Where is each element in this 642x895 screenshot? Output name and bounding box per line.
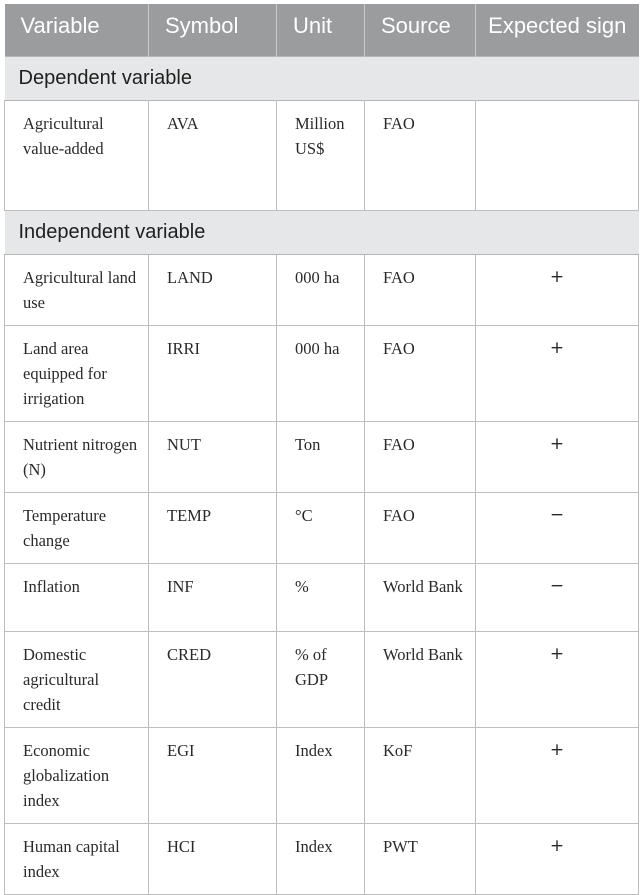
unit-cell: Index [276,823,365,895]
header-expected-sign: Expected sign [475,4,639,56]
variables-table: Variable Symbol Unit Source Expected sig… [4,4,639,895]
variable-cell: Inflation [4,563,149,632]
source-cell: PWT [364,823,476,895]
table-row: Temperature change TEMP °C FAO − [4,492,639,564]
variable-cell: Nutrient nitrogen (N) [4,421,149,493]
section-title: Independent variable [4,209,639,255]
symbol-cell: CRED [148,631,277,728]
table-row: Nutrient nitrogen (N) NUT Ton FAO + [4,421,639,493]
source-cell: World Bank [364,563,476,632]
symbol-cell: NUT [148,421,277,493]
header-source: Source [364,4,476,56]
sign-cell: + [475,631,639,728]
symbol-cell: HCI [148,823,277,895]
variables-table-container: Variable Symbol Unit Source Expected sig… [4,4,639,895]
sign-cell: + [475,823,639,895]
table-row: Human capital index HCI Index PWT + [4,823,639,895]
table-row: Inflation INF % World Bank − [4,563,639,632]
unit-cell: Ton [276,421,365,493]
symbol-cell: TEMP [148,492,277,564]
sign-cell [475,100,639,211]
sign-cell: − [475,492,639,564]
header-unit: Unit [276,4,365,56]
source-cell: FAO [364,254,476,326]
variable-cell: Domestic agricultural credit [4,631,149,728]
variable-cell: Economic globalization index [4,727,149,824]
table-row: Agricultural value-added AVA Million US$… [4,100,639,211]
unit-cell: 000 ha [276,254,365,326]
sign-cell: − [475,563,639,632]
unit-cell: % [276,563,365,632]
header-symbol: Symbol [148,4,277,56]
symbol-cell: INF [148,563,277,632]
table-row: Agricultural land use LAND 000 ha FAO + [4,254,639,326]
unit-cell: % of GDP [276,631,365,728]
unit-cell: 000 ha [276,325,365,422]
table-row: Domestic agricultural credit CRED % of G… [4,631,639,728]
source-cell: FAO [364,325,476,422]
symbol-cell: AVA [148,100,277,211]
symbol-cell: LAND [148,254,277,326]
section-row: Independent variable [4,209,639,255]
section-title: Dependent variable [4,55,639,101]
variable-cell: Temperature change [4,492,149,564]
symbol-cell: IRRI [148,325,277,422]
sign-cell: + [475,727,639,824]
unit-cell: °C [276,492,365,564]
sign-cell: + [475,421,639,493]
symbol-cell: EGI [148,727,277,824]
source-cell: World Bank [364,631,476,728]
variable-cell: Agricultural land use [4,254,149,326]
unit-cell: Index [276,727,365,824]
table-row: Economic globalization index EGI Index K… [4,727,639,824]
source-cell: FAO [364,421,476,493]
variable-cell: Human capital index [4,823,149,895]
table-header-row: Variable Symbol Unit Source Expected sig… [4,4,639,56]
table-row: Land area equipped for irrigation IRRI 0… [4,325,639,422]
section-row: Dependent variable [4,55,639,101]
sign-cell: + [475,325,639,422]
source-cell: FAO [364,492,476,564]
source-cell: FAO [364,100,476,211]
source-cell: KoF [364,727,476,824]
header-variable: Variable [4,4,149,56]
variable-cell: Agricultural value-added [4,100,149,211]
unit-cell: Million US$ [276,100,365,211]
variable-cell: Land area equipped for irrigation [4,325,149,422]
sign-cell: + [475,254,639,326]
